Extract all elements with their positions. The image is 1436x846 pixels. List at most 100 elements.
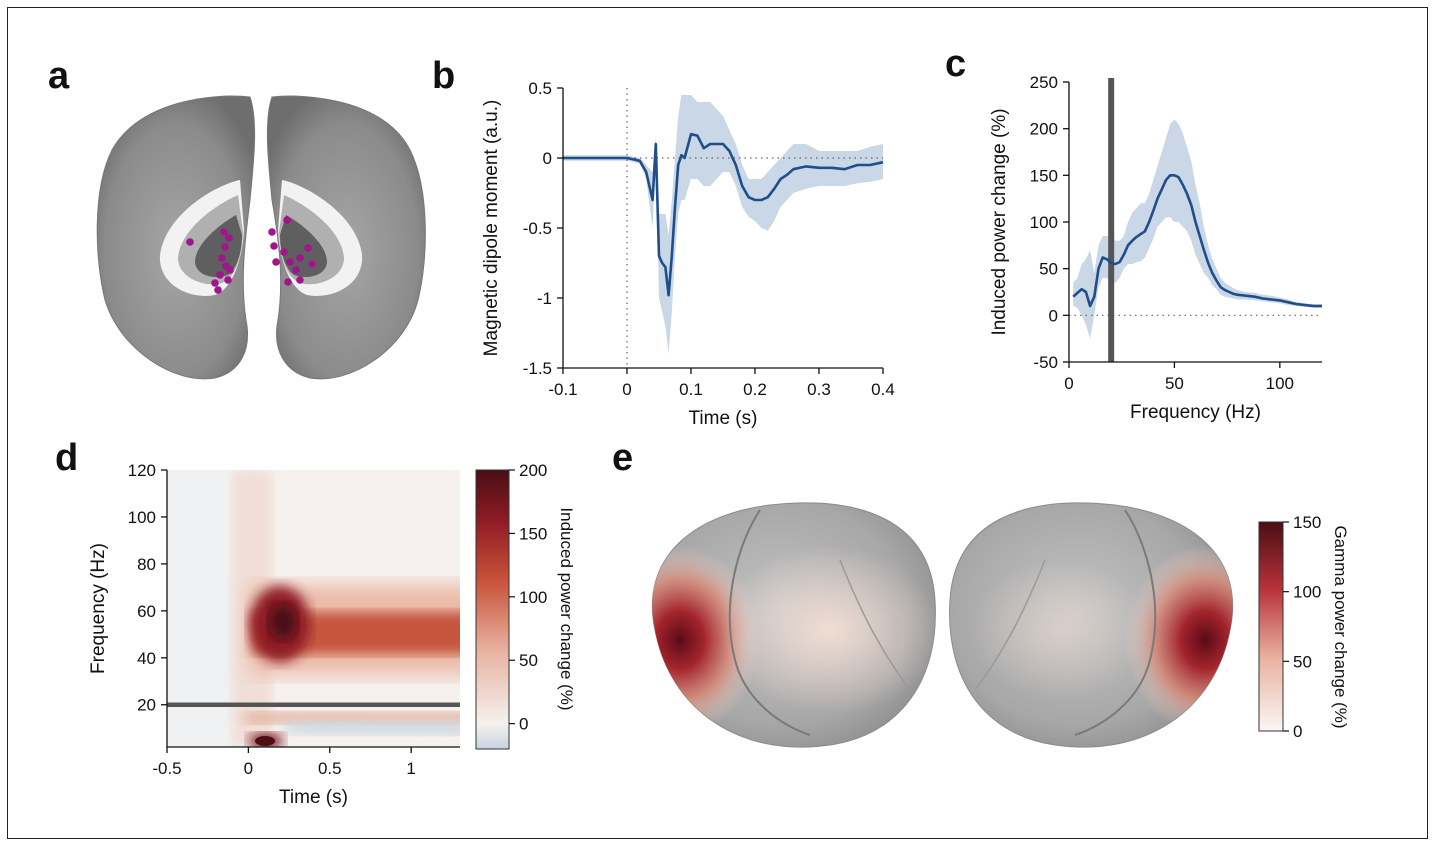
dipole-locations (186, 216, 316, 294)
gamma-hotspot-left (652, 545, 760, 735)
y-axis-label: Induced power change (%) (989, 108, 1010, 335)
evoked-response-chart: -0.1 0 0.1 0.2 0.3 0.4 0.5 0 -0.5 -1 -1.5 Time (s) M… (481, 79, 895, 429)
x-axis-label: Time (s) (279, 787, 348, 808)
y-tick-label: 20 (137, 696, 156, 715)
dipole-dot (270, 242, 278, 250)
colorbar-tick-label: 50 (1293, 652, 1312, 671)
colorbar-e (1258, 521, 1284, 732)
y-tick-label: 0 (1049, 306, 1058, 325)
tf-low-freq-band (245, 712, 460, 724)
colorbar-d (475, 469, 510, 750)
dipole-dot (221, 243, 229, 251)
dipole-dot (214, 286, 222, 294)
dipole-dot (292, 266, 300, 274)
x-tick-label: 0.2 (743, 380, 767, 399)
gamma-spread-right (970, 560, 1150, 700)
dipole-dot (225, 234, 233, 242)
dipole-dot (268, 228, 276, 236)
y-axis-label: Magnetic dipole moment (a.u.) (481, 100, 502, 357)
right-lateral-brain (949, 502, 1234, 748)
colorbar-tick-label: 150 (1293, 513, 1321, 532)
x-axis-label: Time (s) (689, 408, 758, 429)
x-tick-label: 0.1 (679, 380, 703, 399)
y-tick-label: 0 (543, 149, 552, 168)
dipole-dot (304, 244, 312, 252)
colorbar-tick-label: 100 (1293, 583, 1321, 602)
gamma-hotspot-right (1125, 545, 1233, 735)
x-tick-label: -0.1 (548, 380, 577, 399)
x-tick-label: 100 (1266, 374, 1294, 393)
dipole-dot (211, 279, 219, 287)
gamma-spread-left (720, 545, 936, 715)
dipole-dot (216, 271, 224, 279)
panel-label-d: d (55, 437, 78, 479)
mean-line (1072, 174, 1322, 308)
x-tick-label: 0.4 (871, 380, 895, 399)
panel-label-a: a (48, 55, 70, 97)
y-tick-label: 150 (1030, 166, 1058, 185)
tf-gamma-core (269, 604, 297, 640)
y-tick-label: 60 (137, 602, 156, 621)
x-tick-label: -0.5 (152, 759, 181, 778)
colorbar-tick-label: 150 (519, 524, 547, 543)
y-tick-label: 200 (1030, 120, 1058, 139)
dipole-dot (218, 254, 226, 262)
tf-low-freq-peak (255, 736, 275, 746)
colorbar-label: Gamma power change (%) (1331, 525, 1350, 728)
colorbar-tick-label: 100 (519, 588, 547, 607)
x-tick-label: 1 (406, 759, 415, 778)
tf-suppression (282, 720, 460, 735)
panel-label-e: e (612, 437, 633, 479)
y-tick-label: 120 (128, 461, 156, 480)
x-tick-label: 0.3 (807, 380, 831, 399)
panel-label-b: b (432, 55, 455, 97)
y-tick-label: -1.5 (523, 359, 552, 378)
colorbar-tick-label: 200 (519, 461, 547, 480)
panel-label-c: c (945, 43, 966, 85)
lateral-brain-views: 150 100 50 0 Gamma power change (%) (651, 502, 1350, 748)
colorbar-tick-label: 0 (519, 715, 528, 734)
visual-area-core-left (195, 215, 242, 278)
dipole-dot (283, 216, 291, 224)
y-tick-label: 100 (1030, 213, 1058, 232)
x-tick-label: 0 (622, 380, 631, 399)
mean-line (563, 132, 884, 297)
x-tick-label: 0 (1064, 374, 1073, 393)
y-tick-label: 40 (137, 649, 156, 668)
y-tick-label: 0.5 (528, 79, 552, 98)
y-tick-label: 100 (128, 508, 156, 527)
dipole-dot (286, 258, 294, 266)
x-tick-label: 50 (1165, 374, 1184, 393)
left-lateral-brain (651, 502, 936, 748)
colorbar-label: Induced power change (%) (557, 507, 576, 710)
y-tick-label: -50 (1033, 353, 1058, 372)
power-spectrum-chart: 0 50 100 250 200 150 100 50 0 -50 Frequency (Hz) In… (989, 73, 1322, 423)
colorbar-d-ticks: 200 150 100 50 0 Induced power change (%) (509, 461, 576, 734)
y-axis-label: Frequency (Hz) (88, 543, 109, 674)
y-tick-label: -1 (537, 289, 552, 308)
colorbar-tick-label: 50 (519, 651, 538, 670)
x-tick-label: 0 (244, 759, 253, 778)
x-axis-label: Frequency (Hz) (1130, 402, 1261, 423)
time-frequency-map: -0.5 0 0.5 1 120 100 80 60 40 20 Time (s) Frequency… (88, 461, 576, 808)
dipole-dot (220, 228, 228, 236)
tf-axes: -0.5 0 0.5 1 120 100 80 60 40 20 Time (s) Frequency… (88, 461, 460, 808)
occipital-brain-view (96, 95, 426, 380)
x-tick-label: 0.5 (318, 759, 342, 778)
dipole-dot (284, 278, 292, 286)
dipole-dot (280, 248, 288, 256)
dipole-dot (296, 276, 304, 284)
confidence-band (563, 95, 883, 354)
y-tick-label: 250 (1030, 73, 1058, 92)
y-tick-label: -0.5 (523, 219, 552, 238)
dipole-dot (272, 258, 280, 266)
dipole-dot (296, 254, 304, 262)
figure-frame (7, 7, 1428, 839)
y-tick-label: 50 (1039, 260, 1058, 279)
colorbar-e-ticks: 150 100 50 0 Gamma power change (%) (1283, 513, 1350, 741)
y-tick-label: 80 (137, 555, 156, 574)
dipole-dot (308, 260, 316, 268)
colorbar-tick-label: 0 (1293, 722, 1302, 741)
dipole-dot (186, 238, 194, 246)
